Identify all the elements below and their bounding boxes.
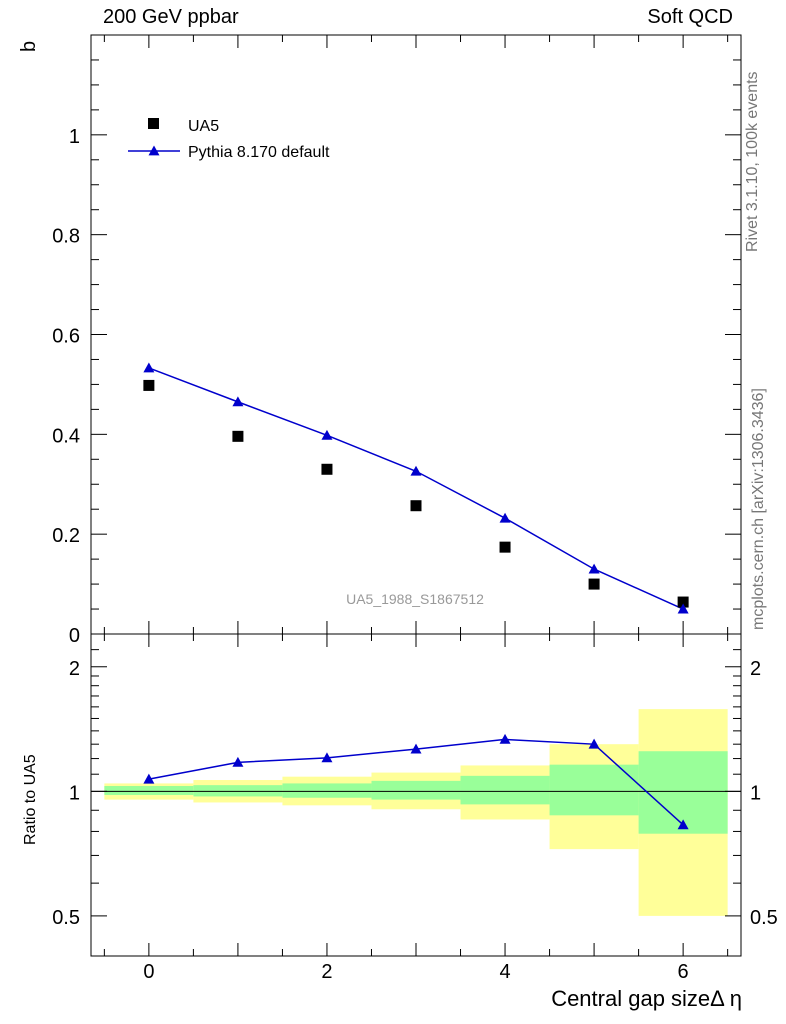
data-point-ua5 [410, 500, 422, 512]
x-tick-label: 4 [499, 961, 510, 983]
ratio-mc-point [321, 752, 333, 763]
data-point-mc [232, 396, 244, 407]
x-axis-label: Central gap sizeΔ η [551, 986, 742, 1011]
top-y-tick-label: 0.6 [52, 326, 80, 348]
data-point-mc [410, 465, 422, 476]
ratio-inner-band [371, 780, 461, 800]
data-point-ua5 [677, 596, 689, 608]
plot-header-right: Soft QCD [647, 6, 733, 28]
ratio-inner-band [460, 775, 550, 805]
top-y-tick-label: 0.4 [52, 425, 80, 447]
data-point-mc [677, 603, 689, 614]
ratio-mc-point [410, 743, 422, 754]
ratio-y-tick-label-right: 1 [750, 782, 761, 804]
top-y-tick-label: 0.8 [52, 226, 80, 248]
x-tick-label: 6 [678, 961, 689, 983]
top-y-tick-label: 0 [69, 625, 80, 647]
ratio-inner-band [193, 785, 283, 797]
ratio-y-tick-label-left: 1 [69, 782, 80, 804]
data-point-ua5 [588, 578, 600, 590]
data-point-ua5 [232, 430, 244, 442]
data-point-mc [143, 362, 155, 373]
data-point-ua5 [321, 463, 333, 475]
ratio-mc-point [232, 756, 244, 767]
data-point-mc [499, 512, 511, 523]
data-point-ua5 [143, 379, 155, 391]
data-point-mc [321, 429, 333, 440]
ratio-mc-point [588, 738, 600, 749]
ratio-mc-point [143, 773, 155, 784]
ratio-inner-band [549, 764, 639, 816]
data-point-mc [588, 563, 600, 574]
ratio-y-tick-label-right: 2 [750, 658, 761, 680]
ratio-inner-band [104, 786, 194, 795]
data-point-ua5 [499, 541, 511, 553]
ratio-y-tick-label-left: 2 [69, 658, 80, 680]
analysis-id-label: UA5_1988_S1867512 [346, 591, 484, 607]
legend-ua5-marker [148, 118, 159, 129]
top-y-tick-label: 1 [69, 126, 80, 148]
plot-header-left: 200 GeV ppbar [103, 6, 239, 28]
ratio-y-tick-label-right: 0.5 [750, 907, 778, 929]
x-tick-label: 0 [143, 961, 154, 983]
legend-mc-marker [148, 145, 160, 156]
legend-ua5-label: UA5 [188, 118, 219, 135]
ratio-mc-point [677, 819, 689, 830]
top-y-tick-label: 0.2 [52, 525, 80, 547]
ratio-mc-point [499, 733, 511, 744]
mc-series-line [148, 367, 684, 610]
legend-mc-label: Pythia 8.170 default [188, 144, 330, 161]
ratio-inner-band [282, 783, 372, 798]
ratio-y-tick-label-left: 0.5 [52, 907, 80, 929]
x-tick-label: 2 [321, 961, 332, 983]
